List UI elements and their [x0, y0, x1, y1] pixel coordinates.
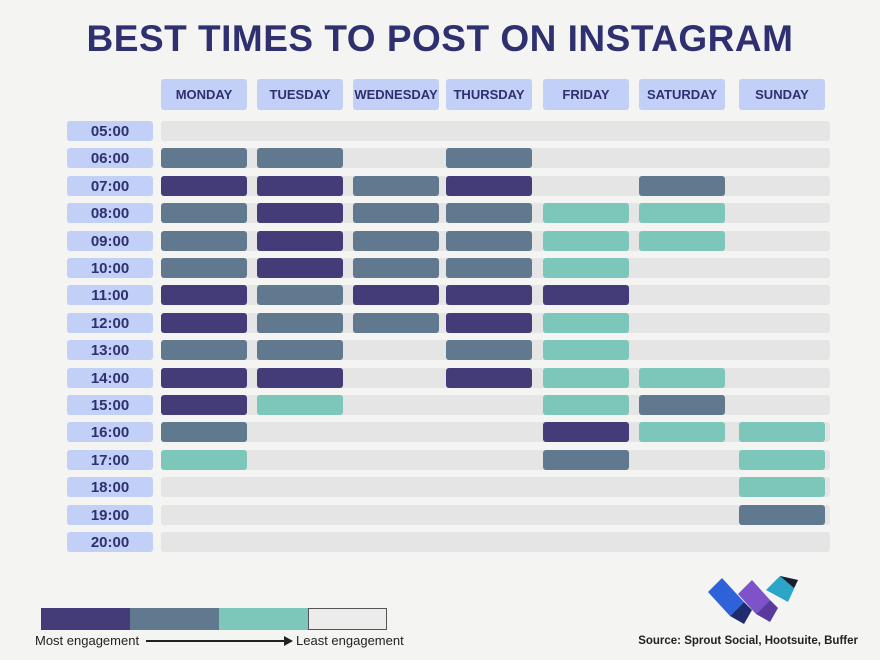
time-label: 16:00	[67, 422, 153, 442]
row-background	[161, 477, 830, 497]
heatmap-cell	[639, 176, 725, 196]
row-background	[161, 422, 830, 442]
heatmap-cell	[161, 340, 247, 360]
time-label: 10:00	[67, 258, 153, 278]
heatmap-cell	[161, 148, 247, 168]
brand-logo-icon	[708, 576, 798, 624]
heatmap-cell	[543, 395, 629, 415]
heatmap-cell	[543, 450, 629, 470]
chart-title: BEST TIMES TO POST ON INSTAGRAM	[86, 18, 794, 59]
heatmap-cell	[543, 340, 629, 360]
heatmap-cell	[446, 258, 532, 278]
time-label: 12:00	[67, 313, 153, 333]
heatmap-cell	[161, 231, 247, 251]
heatmap-cell	[639, 231, 725, 251]
heatmap-cell	[446, 313, 532, 333]
heatmap-cell	[257, 313, 343, 333]
heatmap-cell	[257, 203, 343, 223]
heatmap-cell	[543, 231, 629, 251]
heatmap-cell	[446, 176, 532, 196]
heatmap-cell	[161, 285, 247, 305]
heatmap-cell	[739, 477, 825, 497]
time-label: 18:00	[67, 477, 153, 497]
row-background	[161, 450, 830, 470]
legend-swatch-high	[130, 608, 219, 630]
time-label: 07:00	[67, 176, 153, 196]
heatmap-cell	[639, 395, 725, 415]
heatmap-cell	[446, 340, 532, 360]
time-label: 05:00	[67, 121, 153, 141]
heatmap-cell	[543, 203, 629, 223]
row-background	[161, 532, 830, 552]
time-label: 15:00	[67, 395, 153, 415]
heatmap-cell	[161, 313, 247, 333]
heatmap-cell	[161, 422, 247, 442]
day-header-friday: FRIDAY	[543, 79, 629, 110]
heatmap-cell	[543, 285, 629, 305]
legend-most-label: Most engagement	[35, 633, 140, 648]
heatmap-cell	[739, 450, 825, 470]
heatmap-cell	[353, 203, 439, 223]
legend-arrow	[146, 640, 286, 642]
day-header-saturday: SATURDAY	[639, 79, 725, 110]
time-label: 08:00	[67, 203, 153, 223]
heatmap-cell	[161, 258, 247, 278]
heatmap-cell	[257, 368, 343, 388]
heatmap-cell	[257, 231, 343, 251]
heatmap-cell	[353, 176, 439, 196]
heatmap-cell	[446, 368, 532, 388]
time-label: 20:00	[67, 532, 153, 552]
heatmap-cell	[161, 368, 247, 388]
heatmap-cell	[257, 285, 343, 305]
heatmap-cell	[639, 368, 725, 388]
time-label: 06:00	[67, 148, 153, 168]
heatmap-cell	[446, 231, 532, 251]
heatmap-cell	[446, 285, 532, 305]
heatmap-cell	[543, 422, 629, 442]
source-note: Source: Sprout Social, Hootsuite, Buffer	[638, 635, 858, 647]
heatmap-cell	[161, 203, 247, 223]
legend-least-label: Least engagement	[296, 633, 404, 648]
day-header-thursday: THURSDAY	[446, 79, 532, 110]
legend-swatch-least	[308, 608, 387, 630]
day-header-tuesday: TUESDAY	[257, 79, 343, 110]
legend-swatch-medium	[219, 608, 308, 630]
legend-arrow-head	[284, 636, 293, 646]
heatmap-cell	[353, 285, 439, 305]
day-header-wednesday: WEDNESDAY	[353, 79, 439, 110]
legend-swatch-most	[41, 608, 130, 630]
heatmap-cell	[257, 148, 343, 168]
heatmap-cell	[257, 395, 343, 415]
heatmap-cell	[739, 422, 825, 442]
heatmap-cell	[257, 258, 343, 278]
heatmap-cell	[639, 203, 725, 223]
time-label: 09:00	[67, 231, 153, 251]
heatmap-cell	[353, 313, 439, 333]
heatmap-cell	[161, 395, 247, 415]
day-header-monday: MONDAY	[161, 79, 247, 110]
heatmap-cell	[353, 258, 439, 278]
time-label: 19:00	[67, 505, 153, 525]
heatmap-cell	[639, 422, 725, 442]
heatmap-cell	[353, 231, 439, 251]
heatmap-cell	[161, 176, 247, 196]
heatmap-cell	[543, 258, 629, 278]
heatmap-cell	[257, 176, 343, 196]
heatmap-cell	[543, 313, 629, 333]
time-label: 17:00	[67, 450, 153, 470]
row-background	[161, 121, 830, 141]
heatmap-cell	[161, 450, 247, 470]
heatmap-cell	[257, 340, 343, 360]
heatmap-cell	[739, 505, 825, 525]
time-label: 13:00	[67, 340, 153, 360]
heatmap-cell	[446, 148, 532, 168]
time-label: 11:00	[67, 285, 153, 305]
heatmap-cell	[446, 203, 532, 223]
row-background	[161, 505, 830, 525]
heatmap-cell	[543, 368, 629, 388]
time-label: 14:00	[67, 368, 153, 388]
day-header-sunday: SUNDAY	[739, 79, 825, 110]
